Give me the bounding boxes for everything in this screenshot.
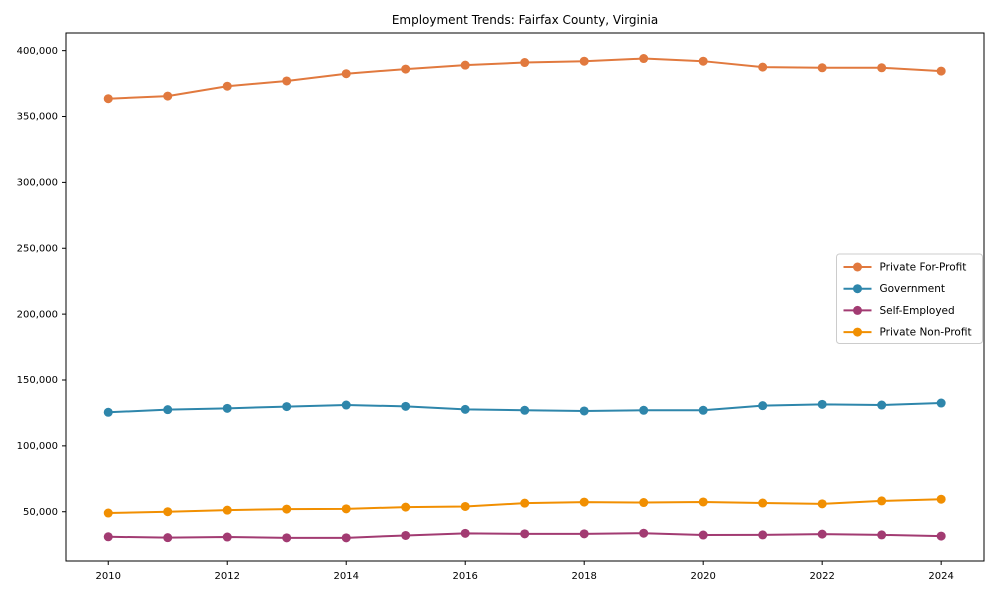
data-point	[579, 56, 589, 66]
data-point	[936, 66, 946, 76]
data-point	[163, 405, 173, 415]
data-point	[103, 532, 113, 542]
data-point	[758, 401, 768, 411]
plot-spines	[65, 32, 985, 562]
x-tick-label: 2024	[928, 571, 953, 582]
data-point	[639, 54, 649, 64]
data-point	[758, 530, 768, 540]
data-point	[639, 498, 649, 508]
y-tick-label: 200,000	[17, 309, 58, 320]
data-point	[401, 401, 411, 411]
y-tick-label: 250,000	[17, 243, 58, 254]
data-point	[341, 533, 351, 543]
legend-label: Self-Employed	[880, 305, 955, 317]
data-point	[817, 529, 827, 539]
data-point	[222, 505, 232, 515]
y-tick-label: 100,000	[17, 441, 58, 452]
y-tick-label: 400,000	[17, 46, 58, 57]
legend-item: Self-Employed	[843, 305, 955, 317]
data-point	[639, 528, 649, 538]
data-point	[698, 56, 708, 66]
data-point	[401, 64, 411, 74]
y-tick-label: 150,000	[17, 375, 58, 386]
data-point	[103, 407, 113, 417]
x-tick-label: 2020	[690, 571, 715, 582]
data-point	[520, 405, 530, 415]
data-point	[520, 498, 530, 508]
legend-item: Private For-Profit	[843, 261, 967, 273]
legend-marker-icon	[853, 305, 862, 315]
data-point	[877, 496, 887, 506]
x-tick-label: 2016	[452, 571, 477, 582]
data-point	[401, 530, 411, 540]
series-group	[103, 54, 946, 543]
x-tick-label: 2018	[571, 571, 596, 582]
data-point	[758, 62, 768, 72]
data-point	[282, 402, 292, 412]
data-point	[520, 529, 530, 539]
y-tick-label: 350,000	[17, 112, 58, 123]
data-point	[579, 529, 589, 539]
data-point	[579, 406, 589, 416]
legend-item: Government	[843, 283, 945, 295]
data-point	[103, 94, 113, 104]
data-point	[460, 528, 470, 538]
chart-title: Employment Trends: Fairfax County, Virgi…	[392, 13, 658, 27]
data-point	[936, 494, 946, 504]
data-point	[698, 497, 708, 507]
legend-frame	[836, 253, 983, 344]
data-point	[460, 501, 470, 511]
data-point	[222, 532, 232, 542]
data-point	[877, 530, 887, 540]
legend-label: Private Non-Profit	[880, 326, 972, 338]
data-point	[282, 76, 292, 86]
data-point	[163, 533, 173, 543]
data-point	[817, 63, 827, 73]
data-point	[341, 69, 351, 79]
data-point	[579, 497, 589, 507]
data-point	[817, 499, 827, 509]
data-point	[639, 405, 649, 415]
data-point	[222, 81, 232, 91]
data-point	[758, 498, 768, 508]
legend-marker-icon	[853, 327, 862, 337]
data-point	[460, 60, 470, 70]
x-tick-label: 2014	[333, 571, 358, 582]
legend-marker-icon	[853, 284, 862, 294]
data-point	[936, 398, 946, 408]
data-point	[341, 504, 351, 514]
data-point	[877, 400, 887, 410]
data-point	[936, 531, 946, 541]
y-tick-label: 50,000	[23, 507, 58, 518]
legend: Private For-Profit Government Self-Employe…	[836, 253, 983, 344]
data-point	[282, 533, 292, 543]
data-point	[341, 400, 351, 410]
data-point	[817, 399, 827, 409]
y-tick-label: 300,000	[17, 178, 58, 189]
x-tick-label: 2022	[809, 571, 834, 582]
data-point	[222, 403, 232, 413]
y-axis: 50,000 100,000 150,000 200,000 250,000 300,00…	[17, 46, 66, 518]
legend-marker-icon	[853, 262, 862, 272]
x-tick-label: 2012	[215, 571, 240, 582]
legend-label: Private For-Profit	[880, 261, 967, 273]
x-axis: 2010 2012 2014 2016 2018 2020 2022 2024	[96, 561, 954, 582]
x-tick-label: 2010	[96, 571, 121, 582]
data-point	[520, 58, 530, 68]
data-point	[282, 504, 292, 514]
plot-border	[65, 32, 985, 562]
data-point	[698, 405, 708, 415]
data-point	[163, 507, 173, 517]
data-point	[698, 530, 708, 540]
data-point	[163, 91, 173, 101]
data-point	[877, 63, 887, 73]
data-point	[401, 502, 411, 512]
data-point	[460, 404, 470, 414]
legend-item: Private Non-Profit	[843, 326, 972, 338]
legend-label: Government	[880, 283, 945, 295]
data-point	[103, 508, 113, 518]
